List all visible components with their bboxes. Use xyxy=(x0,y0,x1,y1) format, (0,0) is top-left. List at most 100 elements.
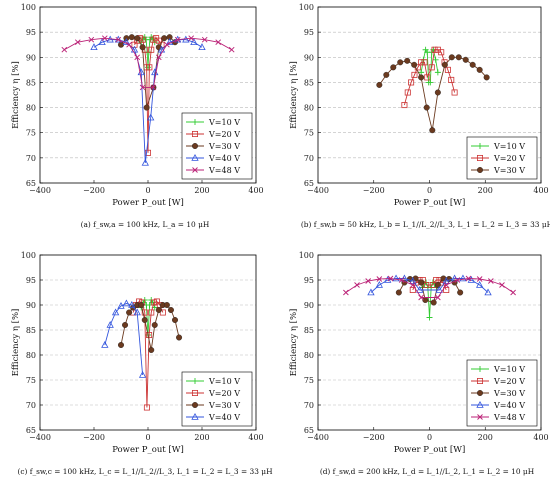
y-tick-label: 90 xyxy=(26,301,36,310)
y-tick-label: 65 xyxy=(304,179,314,188)
y-tick-label: 85 xyxy=(26,326,36,335)
data-point xyxy=(122,322,129,329)
data-point xyxy=(367,288,375,296)
data-point xyxy=(147,113,155,121)
data-point xyxy=(438,49,445,56)
legend-label: V=30 V xyxy=(208,142,240,151)
x-tick-label: −200 xyxy=(83,433,105,442)
data-point xyxy=(126,309,133,316)
y-tick-label: 100 xyxy=(21,3,36,12)
data-point xyxy=(90,43,98,51)
data-point xyxy=(432,56,439,63)
legend-label: V=10 V xyxy=(493,365,525,374)
data-point xyxy=(390,64,397,71)
data-point xyxy=(157,45,166,53)
y-tick-label: 75 xyxy=(304,376,314,385)
data-point xyxy=(98,38,106,45)
legend-marker xyxy=(476,377,483,384)
y-axis-label: Efficiency η [%] xyxy=(289,309,299,377)
y-tick-label: 95 xyxy=(304,276,314,285)
data-point xyxy=(411,71,418,78)
x-tick-label: 0 xyxy=(145,186,150,195)
legend-label: V=40 V xyxy=(208,413,240,422)
legend-marker xyxy=(477,143,483,149)
legend-marker xyxy=(192,119,198,125)
data-point xyxy=(150,84,157,91)
data-point xyxy=(376,81,383,88)
data-point xyxy=(459,274,467,282)
data-point xyxy=(423,104,430,111)
data-point xyxy=(343,289,349,296)
data-point xyxy=(435,285,443,293)
y-tick-label: 80 xyxy=(304,104,314,113)
legend-label: V=20 V xyxy=(208,389,240,398)
figure-caption: (b) f_sw,b = 50 kHz, L_b = L_1//L_2//L_3… xyxy=(301,220,550,229)
plot-frame xyxy=(39,6,257,184)
data-point xyxy=(476,276,483,282)
y-tick-label: 100 xyxy=(299,251,314,260)
data-point xyxy=(455,54,462,61)
data-point xyxy=(383,71,390,78)
data-point xyxy=(171,317,178,324)
data-point xyxy=(376,276,383,282)
data-point xyxy=(122,299,131,307)
legend-label: V=20 V xyxy=(208,130,240,139)
x-tick-label: −400 xyxy=(307,186,329,195)
data-point xyxy=(188,35,195,41)
legend: V=10 V V=20 V V=30 V V=40 V xyxy=(181,371,253,427)
legend-marker xyxy=(191,142,198,149)
data-point xyxy=(174,36,181,43)
data-point xyxy=(448,76,455,83)
series-line xyxy=(120,36,176,108)
data-point xyxy=(138,302,145,309)
data-point xyxy=(198,43,206,51)
data-point xyxy=(101,340,109,348)
data-point xyxy=(88,36,95,43)
data-point xyxy=(145,64,151,71)
y-tick-label: 75 xyxy=(304,129,314,138)
data-point xyxy=(448,54,455,61)
legend: V=10 V V=20 V V=30 V xyxy=(466,136,538,180)
legend-marker xyxy=(191,402,198,409)
data-point xyxy=(426,314,433,321)
data-point xyxy=(146,331,153,338)
x-tick-label: −200 xyxy=(83,186,105,195)
data-point xyxy=(404,57,411,64)
data-point xyxy=(431,46,438,53)
y-tick-label: 90 xyxy=(26,53,36,62)
data-point xyxy=(510,289,516,296)
legend-marker xyxy=(477,390,484,397)
data-point xyxy=(444,66,451,73)
data-point xyxy=(451,89,458,96)
legend-label: V=40 V xyxy=(208,154,240,163)
legend-marker xyxy=(191,412,199,420)
data-point xyxy=(395,289,402,296)
y-tick-label: 65 xyxy=(26,179,36,188)
figure-caption: (c) f_sw,c = 100 kHz, L_c = L_1//L_2//L_… xyxy=(17,467,273,476)
legend-marker xyxy=(191,389,198,396)
x-tick-label: 0 xyxy=(427,433,432,442)
data-point xyxy=(354,282,360,288)
data-point xyxy=(465,275,472,282)
x-tick-label: −200 xyxy=(363,186,385,195)
y-tick-label: 65 xyxy=(304,426,314,435)
x-axis-label: Power P_out [W] xyxy=(394,445,466,455)
data-point xyxy=(155,54,162,61)
data-point xyxy=(424,74,431,81)
data-point xyxy=(115,36,122,43)
y-tick-label: 80 xyxy=(304,351,314,360)
data-point xyxy=(126,41,132,48)
y-tick-label: 95 xyxy=(26,276,36,285)
data-point xyxy=(421,59,428,66)
data-point xyxy=(228,46,235,53)
data-point xyxy=(106,320,114,328)
data-point xyxy=(128,300,136,308)
x-tick-label: −200 xyxy=(363,433,385,442)
legend-marker xyxy=(476,154,483,161)
legend-marker xyxy=(192,167,198,173)
data-point xyxy=(418,294,424,301)
legend-marker xyxy=(476,400,484,408)
legend-label: V=20 V xyxy=(493,377,525,386)
